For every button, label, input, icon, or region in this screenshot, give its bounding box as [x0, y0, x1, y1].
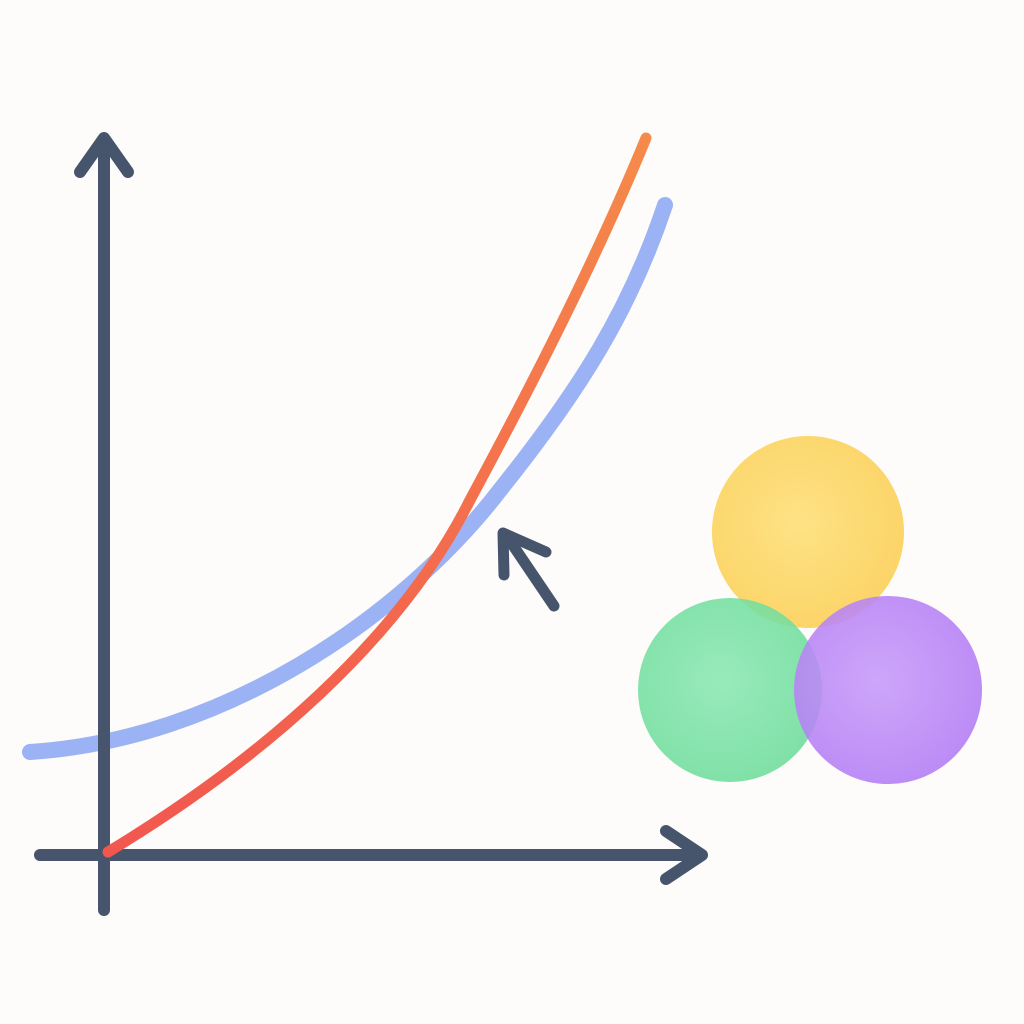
three-overlapping-circles-icon — [638, 436, 982, 784]
x-axis-arrowhead — [660, 825, 708, 885]
blue-curve — [22, 197, 673, 760]
axes — [34, 132, 708, 916]
red-curve — [102, 132, 652, 858]
yellow-circle — [712, 436, 904, 628]
purple-circle — [794, 596, 982, 784]
y-axis-arrowhead — [74, 132, 134, 178]
arrow-pointer-icon — [497, 527, 560, 612]
green-circle — [638, 598, 822, 782]
